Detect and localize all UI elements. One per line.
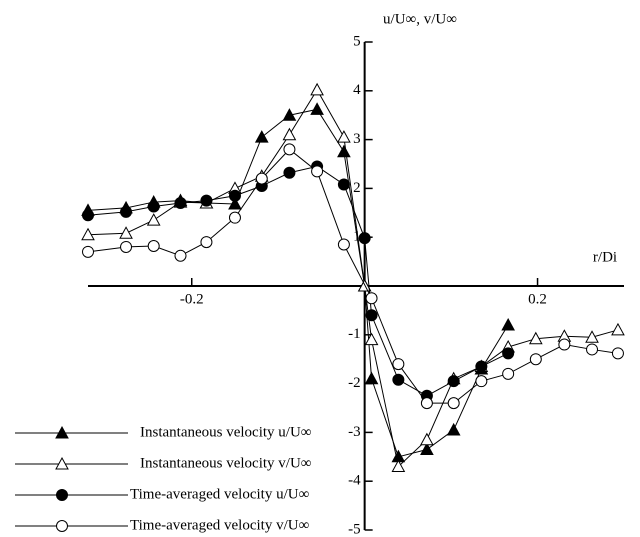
data-point [501, 317, 515, 331]
y-axis-label: u/U∞, v/U∞ [383, 11, 457, 27]
data-point [82, 245, 94, 258]
data-point [502, 367, 515, 380]
data-point [146, 213, 161, 226]
y-tick-label: -1 [348, 326, 361, 342]
legend-marker [56, 520, 68, 532]
data-point [337, 130, 351, 143]
data-point [82, 209, 94, 222]
data-point [420, 432, 434, 446]
data-point [364, 371, 379, 385]
data-point [311, 165, 324, 178]
data-point [282, 127, 297, 141]
data-point [147, 239, 160, 252]
data-point [119, 226, 133, 239]
series-line [87, 108, 509, 458]
data-point [200, 236, 213, 249]
data-point [365, 292, 378, 305]
y-tick-label: 2 [353, 180, 361, 196]
data-point [174, 197, 187, 210]
data-point [364, 332, 379, 346]
data-point [337, 144, 351, 158]
data-point [558, 338, 571, 351]
data-point [228, 211, 241, 224]
data-point [447, 397, 460, 410]
data-point [475, 375, 488, 388]
data-point [200, 194, 213, 207]
data-point [120, 205, 133, 218]
data-point [255, 172, 268, 185]
data-point [147, 200, 160, 213]
data-point [228, 189, 241, 202]
data-point [420, 397, 433, 410]
data-point [283, 166, 296, 179]
x-tick-label: -0.2 [180, 291, 204, 307]
data-point [310, 102, 324, 115]
data-point [254, 130, 269, 143]
data-point [447, 375, 460, 388]
data-point [446, 422, 461, 436]
y-tick-label: -4 [348, 473, 361, 489]
data-point [391, 459, 406, 473]
data-point [420, 442, 434, 455]
data-point [586, 343, 599, 356]
data-point [529, 353, 542, 366]
data-point [81, 227, 95, 241]
data-point [392, 373, 405, 386]
data-point [358, 232, 371, 245]
legend-marker [55, 456, 69, 470]
data-point [475, 360, 488, 373]
y-tick-label: 5 [353, 33, 361, 49]
data-point [392, 358, 405, 371]
legend-marker [56, 489, 68, 501]
y-tick-label: -3 [348, 424, 361, 440]
data-point [365, 309, 378, 322]
legend-label: Time-averaged velocity u/U∞ [130, 486, 309, 502]
y-tick-label: 3 [353, 131, 361, 147]
y-tick-label: -2 [348, 375, 361, 391]
data-point [228, 196, 242, 210]
y-tick-label: 4 [353, 82, 361, 98]
data-point [282, 108, 297, 121]
data-point [310, 82, 324, 96]
data-point [502, 347, 515, 360]
data-point [337, 178, 350, 191]
y-tick-label: -5 [348, 521, 361, 537]
legend-label: Instantaneous velocity u/U∞ [140, 424, 312, 440]
data-point [174, 249, 187, 262]
data-point [611, 322, 625, 336]
legend-label: Time-averaged velocity v/U∞ [130, 517, 309, 533]
data-point [585, 330, 599, 343]
legend-label: Instantaneous velocity v/U∞ [140, 455, 312, 471]
x-axis-label: r/Di [593, 249, 617, 265]
data-point [528, 331, 543, 345]
legend-marker [55, 425, 69, 439]
x-tick-label: 0.2 [528, 291, 547, 307]
data-point [337, 238, 350, 251]
data-point [120, 240, 133, 253]
data-point [283, 143, 296, 156]
data-point [611, 347, 624, 360]
